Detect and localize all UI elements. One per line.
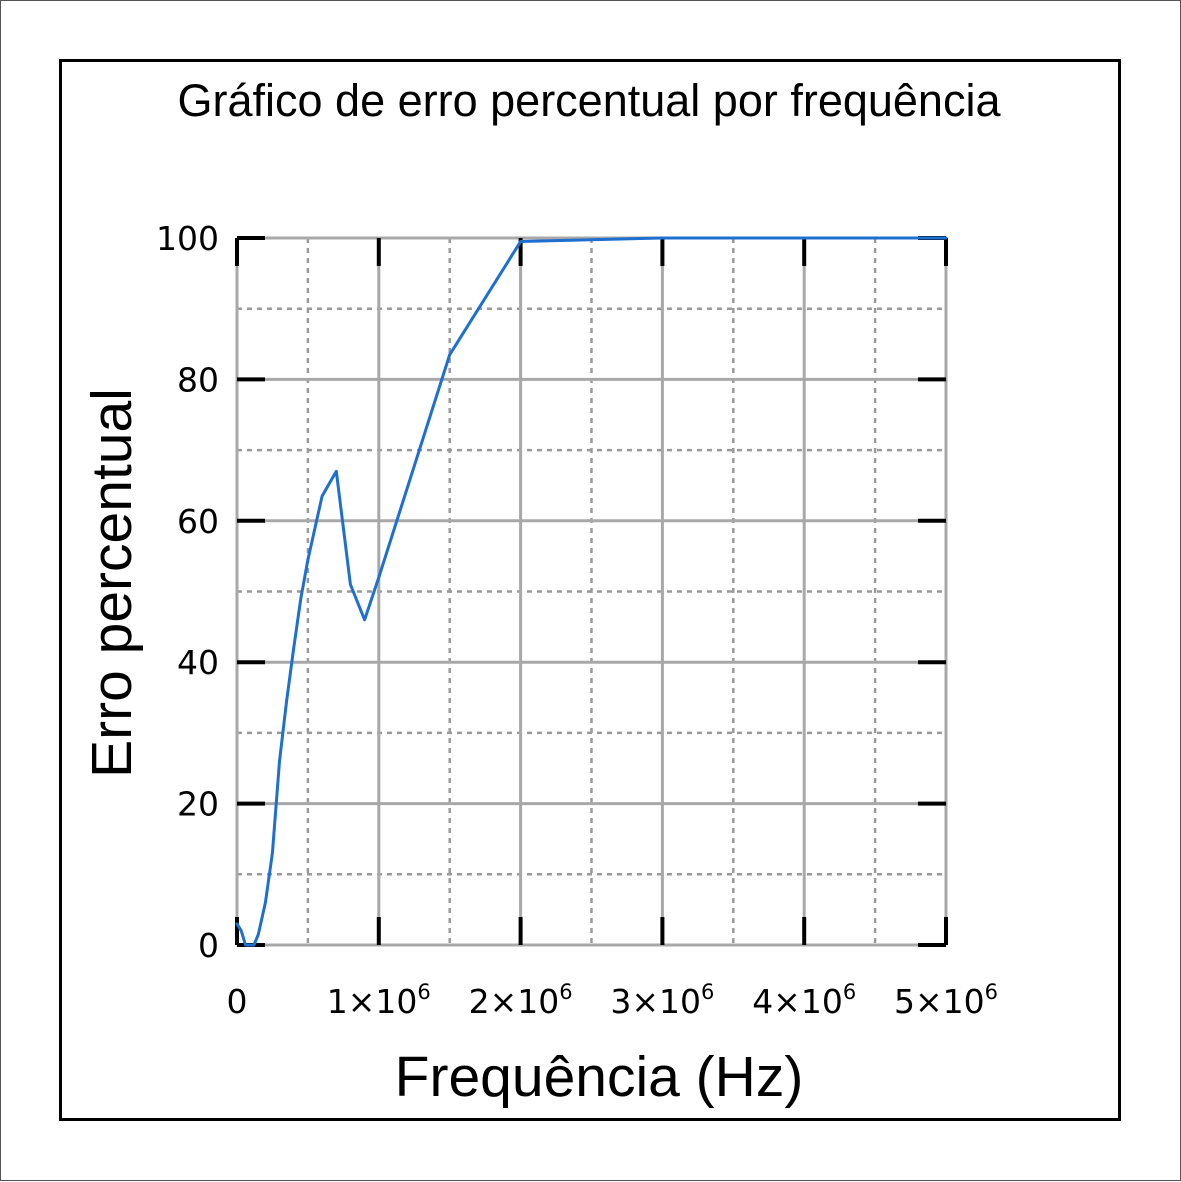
x-tick-label: 0 <box>227 982 248 1021</box>
y-tick-label: 40 <box>177 643 219 682</box>
x-tick-label: 5×106 <box>894 980 998 1021</box>
chart-title: Gráfico de erro percentual por frequênci… <box>178 75 1002 126</box>
minor-grid <box>237 238 946 945</box>
x-tick-label: 3×106 <box>610 980 714 1021</box>
series-layer <box>235 236 948 947</box>
tick-labels: 0 20 40 60 80 100 0 1×106 2×106 3×106 4×106 5×106 <box>156 219 998 1021</box>
major-grid <box>235 236 948 947</box>
y-tick-label: 100 <box>156 219 219 258</box>
y-tick-label: 80 <box>177 360 219 399</box>
y-tick-label: 60 <box>177 502 219 541</box>
x-tick-label: 1×106 <box>327 980 431 1021</box>
x-tick-label: 4×106 <box>752 980 856 1021</box>
y-axis-label: Erro percentual <box>80 388 144 778</box>
x-axis-label: Frequência (Hz) <box>395 1045 804 1109</box>
series-line <box>235 236 948 947</box>
y-tick-label: 0 <box>198 926 219 965</box>
x-tick-label: 2×106 <box>469 980 573 1021</box>
y-tick-label: 20 <box>177 785 219 824</box>
